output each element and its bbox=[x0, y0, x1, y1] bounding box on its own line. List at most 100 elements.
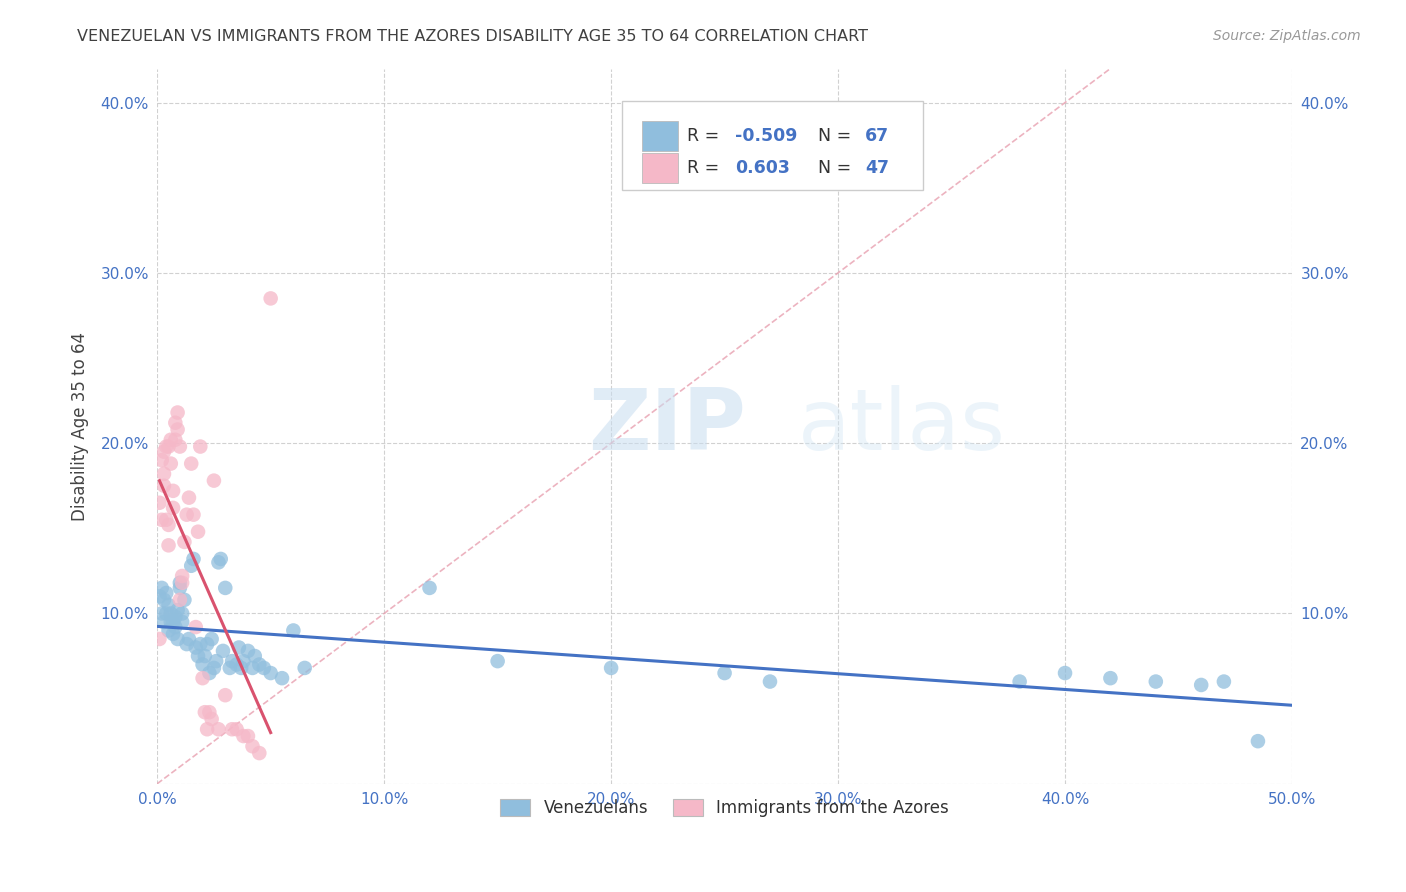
Point bbox=[253, 661, 276, 675]
Text: R =: R = bbox=[688, 128, 725, 145]
Point bbox=[155, 586, 177, 600]
Point bbox=[157, 538, 180, 552]
Point bbox=[157, 440, 180, 454]
Point bbox=[165, 610, 187, 624]
Point bbox=[184, 620, 207, 634]
Point bbox=[207, 555, 229, 569]
Point bbox=[247, 746, 270, 760]
Point bbox=[169, 575, 191, 590]
Point bbox=[153, 615, 176, 629]
Point bbox=[260, 292, 283, 306]
Point bbox=[209, 552, 232, 566]
Point bbox=[162, 500, 184, 515]
Point bbox=[191, 657, 214, 672]
Point bbox=[242, 739, 264, 754]
Point bbox=[221, 654, 243, 668]
Point bbox=[207, 723, 229, 737]
Text: Source: ZipAtlas.com: Source: ZipAtlas.com bbox=[1213, 29, 1361, 44]
Point bbox=[157, 598, 180, 612]
Point bbox=[1144, 674, 1167, 689]
Point bbox=[243, 648, 266, 663]
Point bbox=[169, 440, 191, 454]
Point bbox=[183, 552, 205, 566]
Point bbox=[195, 723, 218, 737]
Point bbox=[176, 637, 198, 651]
Text: N =: N = bbox=[818, 128, 856, 145]
Point bbox=[194, 648, 217, 663]
Point bbox=[212, 644, 235, 658]
Point bbox=[201, 632, 224, 646]
Point bbox=[236, 729, 259, 743]
Point bbox=[214, 688, 236, 702]
Point bbox=[1008, 674, 1031, 689]
Point bbox=[153, 444, 176, 458]
Point bbox=[225, 657, 247, 672]
Point bbox=[218, 661, 240, 675]
Point bbox=[157, 517, 180, 532]
Legend: Venezuelans, Immigrants from the Azores: Venezuelans, Immigrants from the Azores bbox=[492, 790, 957, 825]
Point bbox=[166, 603, 188, 617]
Point bbox=[202, 474, 225, 488]
Point bbox=[165, 433, 187, 447]
Point bbox=[247, 657, 270, 672]
Point bbox=[221, 723, 243, 737]
Text: R =: R = bbox=[688, 160, 730, 178]
Point bbox=[159, 615, 181, 629]
Y-axis label: Disability Age 35 to 64: Disability Age 35 to 64 bbox=[72, 332, 89, 521]
Point bbox=[486, 654, 509, 668]
Point bbox=[153, 467, 176, 481]
Text: N =: N = bbox=[818, 160, 856, 178]
Point bbox=[198, 705, 221, 719]
Point bbox=[159, 457, 181, 471]
Point bbox=[166, 405, 188, 419]
Point bbox=[225, 723, 247, 737]
FancyBboxPatch shape bbox=[641, 153, 678, 184]
Point bbox=[260, 666, 283, 681]
Point bbox=[231, 661, 253, 675]
Point bbox=[153, 479, 176, 493]
Point bbox=[232, 729, 254, 743]
Point bbox=[155, 607, 177, 621]
Point bbox=[172, 615, 194, 629]
Point bbox=[155, 513, 177, 527]
Point bbox=[1189, 678, 1212, 692]
Point bbox=[283, 624, 305, 638]
FancyBboxPatch shape bbox=[623, 101, 924, 190]
Text: ZIP: ZIP bbox=[588, 384, 747, 467]
Point bbox=[148, 632, 170, 646]
Point bbox=[194, 705, 217, 719]
Point bbox=[205, 654, 228, 668]
Point bbox=[169, 581, 191, 595]
Point bbox=[169, 592, 191, 607]
Text: -0.509: -0.509 bbox=[735, 128, 797, 145]
Point bbox=[157, 624, 180, 638]
Point bbox=[188, 637, 211, 651]
Point bbox=[187, 648, 209, 663]
Point bbox=[1212, 674, 1234, 689]
Point bbox=[177, 632, 200, 646]
Point bbox=[232, 654, 254, 668]
Point bbox=[165, 416, 187, 430]
Text: VENEZUELAN VS IMMIGRANTS FROM THE AZORES DISABILITY AGE 35 TO 64 CORRELATION CHA: VENEZUELAN VS IMMIGRANTS FROM THE AZORES… bbox=[77, 29, 869, 45]
Point bbox=[242, 661, 264, 675]
Point bbox=[198, 666, 221, 681]
Point bbox=[191, 671, 214, 685]
Text: 67: 67 bbox=[865, 128, 890, 145]
Point bbox=[172, 569, 194, 583]
Point bbox=[173, 535, 195, 549]
Point bbox=[236, 644, 259, 658]
Point bbox=[294, 661, 316, 675]
Point bbox=[162, 615, 184, 629]
Point bbox=[172, 575, 194, 590]
Point bbox=[187, 524, 209, 539]
Point bbox=[150, 513, 173, 527]
Point bbox=[165, 620, 187, 634]
Point bbox=[195, 637, 218, 651]
Point bbox=[201, 712, 224, 726]
Point bbox=[180, 558, 202, 573]
Point bbox=[759, 674, 782, 689]
Point bbox=[148, 590, 170, 604]
Point bbox=[155, 440, 177, 454]
Point bbox=[172, 607, 194, 621]
Point bbox=[1247, 734, 1270, 748]
